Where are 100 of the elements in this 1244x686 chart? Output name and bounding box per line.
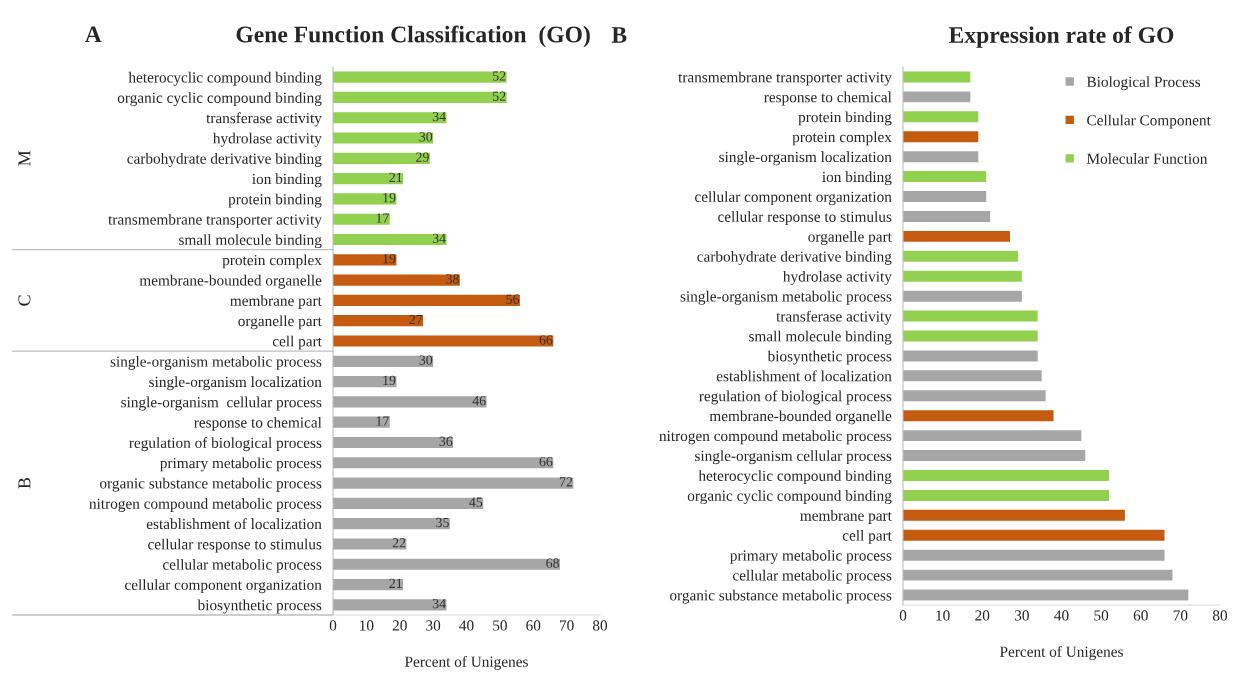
data-label: 45 (469, 497, 483, 507)
y-tick-label: protein complex (222, 254, 322, 269)
bar (903, 509, 1125, 521)
data-label: 21 (389, 172, 402, 182)
data-label: 30 (419, 132, 433, 142)
bar (333, 91, 507, 104)
y-tick-label: biosynthetic process (767, 350, 892, 365)
y-tick-label: organelle part (238, 315, 322, 330)
data-label: 34 (432, 233, 446, 243)
bar (333, 274, 460, 286)
legend-label: Biological Process (1086, 76, 1201, 91)
bar (903, 589, 1189, 601)
bar (333, 477, 574, 489)
bar (903, 410, 1054, 422)
data-label: 17 (376, 213, 389, 223)
y-tick-label: nitrogen compound metabolic process (89, 498, 322, 512)
data-label: 17 (376, 416, 389, 426)
y-tick-label: cell part (842, 529, 892, 544)
x-tick-label: 40 (459, 620, 474, 631)
bar (903, 470, 1110, 481)
bar (333, 71, 507, 83)
bar (333, 294, 520, 306)
bar (903, 131, 979, 143)
x-tick-label: 20 (392, 620, 407, 631)
bar (903, 151, 979, 163)
bar (333, 599, 447, 611)
y-tick-label: response to chemical (764, 91, 892, 106)
chart-title: Gene Function Classification (GO) (236, 25, 590, 48)
legend-label: Cellular Component (1087, 114, 1211, 129)
y-tick-label: primary metabolic process (730, 549, 892, 564)
data-label: 66 (539, 456, 553, 467)
y-tick-label: membrane part (230, 295, 322, 309)
data-label: 72 (559, 477, 573, 487)
data-label: 29 (416, 152, 429, 162)
x-tick-label: 10 (936, 610, 950, 621)
x-tick-label: 80 (592, 620, 608, 631)
y-tick-label: single-organism metabolic process (110, 356, 322, 370)
bar (333, 416, 390, 428)
data-label: 46 (472, 396, 486, 406)
data-label: 56 (506, 294, 520, 304)
y-tick-label: hydrolase activity (213, 132, 322, 147)
y-tick-label: transferase activity (776, 310, 892, 325)
x-tick-label: 60 (1133, 610, 1148, 621)
y-tick-label: organic substance metabolic process (100, 477, 322, 492)
y-tick-label: cellular component organization (125, 579, 322, 594)
y-tick-label: single-organism localization (149, 376, 322, 391)
data-label: 38 (446, 274, 459, 284)
data-label: 22 (392, 538, 406, 548)
bar (903, 230, 1010, 242)
bar (333, 132, 434, 144)
x-tick-label: 50 (1094, 610, 1109, 621)
bar (333, 436, 454, 449)
x-tick-label: 30 (426, 620, 441, 631)
x-tick-label: 30 (1014, 610, 1029, 621)
bar (903, 71, 971, 83)
x-axis-title: Percent of Unigenes (1000, 645, 1123, 660)
y-tick-label: heterocyclic compound binding (128, 71, 322, 86)
bar (333, 233, 447, 246)
bar (333, 558, 560, 570)
y-tick-label: protein binding (228, 193, 322, 208)
text: A (84, 26, 102, 43)
bar (903, 250, 1018, 262)
data-label: 34 (432, 598, 446, 609)
data-label: 52 (493, 71, 506, 81)
data-label: 19 (383, 193, 396, 203)
y-tick-label: cell part (272, 335, 322, 350)
text: C (18, 295, 31, 306)
y-tick-label: hydrolase activity (783, 270, 892, 285)
x-axis-title: Percent of Unigenes (405, 655, 528, 670)
data-label: 66 (539, 335, 553, 345)
bar (903, 390, 1046, 402)
x-tick-label: 80 (1212, 610, 1228, 621)
y-tick-label: cellular metabolic process (162, 558, 322, 573)
y-tick-label: membrane part (800, 510, 892, 524)
bar (333, 518, 450, 530)
data-label: 68 (546, 558, 560, 568)
data-label: 52 (493, 91, 506, 101)
bar (333, 254, 397, 266)
bar (333, 335, 554, 347)
y-tick-label: cellular component organization (695, 191, 892, 206)
y-tick-label: biosynthetic process (197, 599, 322, 614)
bar (903, 330, 1038, 342)
y-tick-label: single-organism cellular process (695, 450, 892, 465)
y-tick-label: transmembrane transporter activity (108, 213, 322, 228)
y-tick-label: protein complex (792, 131, 892, 146)
bar (903, 350, 1038, 362)
x-tick-label: 40 (1054, 610, 1069, 621)
data-label: 19 (383, 375, 396, 386)
bar (903, 171, 987, 183)
bar (903, 549, 1165, 561)
y-tick-label: membrane-bounded organelle (139, 274, 322, 289)
y-tick-label: transmembrane transporter activity (678, 71, 892, 86)
y-tick-label: primary metabolic process (160, 457, 322, 472)
x-tick-label: 70 (559, 620, 574, 631)
data-label: 35 (436, 517, 449, 528)
bar (333, 578, 404, 591)
y-tick-label: single-organism metabolic process (680, 290, 892, 305)
y-tick-label: transferase activity (206, 112, 322, 127)
data-label: 19 (383, 253, 396, 264)
bar (333, 396, 487, 408)
